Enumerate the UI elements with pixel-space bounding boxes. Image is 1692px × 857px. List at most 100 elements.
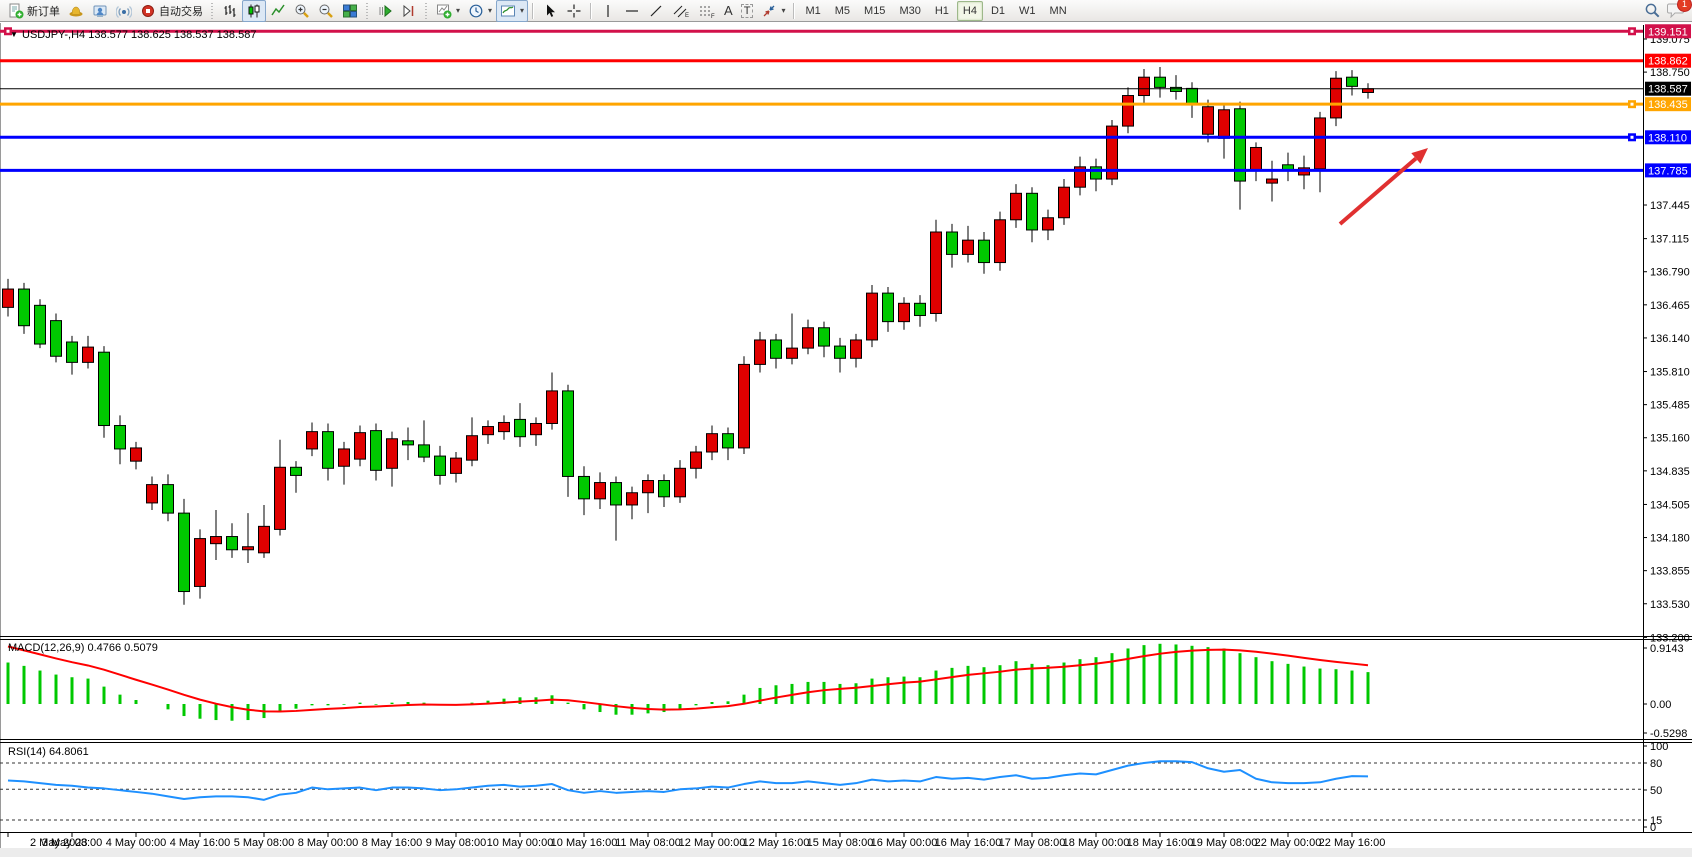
timeframe-button-m15[interactable]: M15 — [864, 4, 886, 17]
price-axis[interactable]: 139.075138.750137.445137.115136.790136.4… — [1643, 25, 1690, 834]
fibo-glyph: F — [711, 14, 715, 19]
time-label: 15 May 08:00 — [807, 837, 874, 849]
time-label: 22 May 00:00 — [1255, 837, 1322, 849]
time-label: 4 May 16:00 — [170, 837, 231, 849]
time-label: 16 May 00:00 — [871, 837, 938, 849]
arrows-tool-button[interactable]: ▾ — [757, 0, 789, 22]
macd-tick-label: 0.00 — [1650, 699, 1671, 711]
chat-button[interactable]: 1 — [1667, 0, 1692, 21]
time-label: 2 May 2023 — [30, 837, 87, 849]
timeframe-button-h4[interactable]: H4 — [956, 0, 983, 21]
new-order-icon — [9, 3, 24, 18]
timeframe-button-d1[interactable]: D1 — [990, 4, 1006, 17]
candle — [786, 347, 798, 359]
trendline-tool-button[interactable] — [644, 0, 668, 22]
rsi-tick-label: 100 — [1650, 741, 1668, 753]
toolbar-separator — [532, 2, 535, 19]
timeframe-button-w1[interactable]: W1 — [1019, 4, 1036, 17]
zoom-in-button[interactable] — [290, 0, 314, 22]
candle — [1202, 106, 1214, 135]
candle — [130, 447, 142, 462]
horizontal-line-icon — [626, 9, 639, 12]
text-tool-button[interactable]: A — [720, 0, 737, 22]
timeframe-button-m30[interactable]: M30 — [899, 4, 921, 17]
line-chart-button[interactable] — [266, 0, 290, 22]
candle — [530, 422, 542, 436]
label-tool-button[interactable]: T — [737, 0, 758, 22]
candle — [866, 292, 878, 341]
candle — [578, 475, 590, 500]
cursor-tool-button[interactable] — [538, 0, 562, 22]
macd-signal-line — [7, 645, 1369, 713]
signals-button[interactable] — [112, 0, 136, 22]
channel-tool-button[interactable]: E — [668, 0, 694, 22]
candle — [354, 432, 366, 460]
auto-scroll-button[interactable] — [373, 0, 397, 22]
auto-scroll-icon — [379, 4, 392, 17]
periods-button[interactable]: ▾ — [464, 0, 496, 22]
crosshair-tool-button[interactable] — [562, 0, 586, 22]
candlestick-chart-button[interactable] — [242, 0, 266, 22]
candle — [1170, 86, 1182, 92]
autotrade-label: 自动交易 — [159, 5, 203, 18]
timeframe-button-m1[interactable]: M1 — [805, 4, 821, 17]
candles[interactable] — [2, 67, 1374, 605]
community-button[interactable] — [88, 0, 112, 22]
zoom-out-button[interactable] — [314, 0, 338, 22]
timeframe-button-h1[interactable]: H1 — [934, 4, 949, 17]
svg-text:138.110: 138.110 — [1648, 132, 1687, 144]
tile-windows-icon — [343, 4, 357, 17]
bar-chart-button[interactable] — [218, 0, 242, 22]
label-tool-icon: T — [740, 3, 754, 18]
market-button[interactable] — [64, 0, 88, 22]
candle — [418, 444, 430, 458]
new-order-button[interactable]: 新订单 — [4, 0, 64, 22]
rsi-line — [7, 760, 1369, 801]
annotation-arrow-head[interactable] — [1411, 148, 1428, 164]
chevron-down-icon: ▾ — [520, 6, 525, 15]
toolbar-grip — [210, 2, 215, 19]
price-tick-label: 137.115 — [1650, 234, 1689, 246]
chart-canvas[interactable]: 139.075138.750137.445137.115136.790136.4… — [0, 23, 1692, 857]
rsi-tick-label: 80 — [1650, 758, 1662, 770]
candle — [690, 451, 702, 469]
level-lines[interactable] — [0, 27, 1643, 172]
candlestick-chart-icon — [248, 4, 260, 17]
candle — [178, 512, 190, 593]
channel-glyph: E — [685, 13, 689, 19]
rsi-tick-label: 0 — [1650, 822, 1656, 834]
vertical-line-tool-button[interactable] — [596, 0, 620, 22]
candle — [1106, 125, 1118, 180]
candle — [242, 546, 254, 551]
candle — [1234, 108, 1246, 182]
fibonacci-icon: F — [700, 6, 715, 19]
price-tick-label: 133.530 — [1650, 599, 1690, 611]
candle — [882, 292, 894, 323]
candle — [114, 425, 126, 450]
timeframe-button-m5[interactable]: M5 — [834, 4, 851, 17]
candle — [1314, 117, 1326, 170]
tile-windows-button[interactable] — [338, 0, 362, 22]
indicators-button[interactable]: ▾ — [432, 0, 464, 22]
candle — [962, 239, 974, 255]
chart-shift-button[interactable] — [397, 0, 421, 22]
time-label: 17 May 08:00 — [999, 837, 1066, 849]
timeframe-button-mn[interactable]: MN — [1049, 4, 1067, 17]
candle — [1010, 192, 1022, 221]
candle — [434, 455, 446, 476]
time-label: 5 May 08:00 — [234, 837, 295, 849]
search-icon[interactable] — [1644, 2, 1661, 19]
candle — [658, 480, 670, 498]
fibonacci-tool-button[interactable]: F — [694, 0, 720, 22]
time-label: 12 May 16:00 — [743, 837, 810, 849]
chart-window[interactable]: 139.075 138.750 137.445 137.115 136.790 136.4… — [0, 23, 1692, 857]
autotrade-button[interactable]: 自动交易 — [136, 0, 207, 22]
templates-button[interactable]: ▾ — [496, 0, 529, 22]
horizontal-line-tool-button[interactable] — [620, 0, 644, 22]
toolbar: 新订单 — [0, 0, 1692, 22]
candle — [1154, 76, 1166, 88]
title-collapse-icon: ▼ — [10, 30, 18, 39]
annotation-arrow[interactable] — [1338, 156, 1418, 226]
chevron-down-icon: ▾ — [456, 6, 461, 15]
